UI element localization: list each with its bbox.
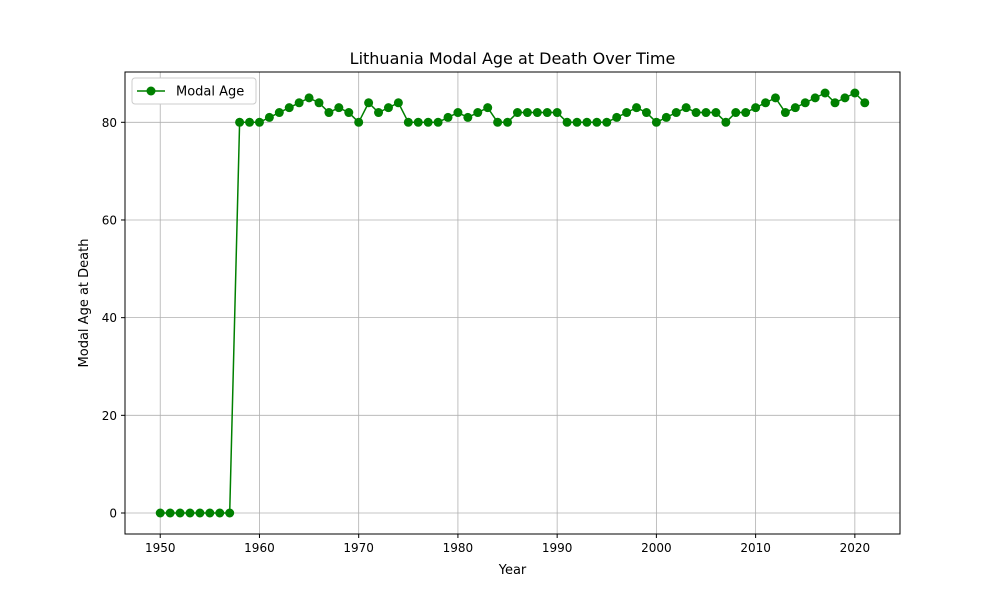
data-point (294, 98, 304, 108)
data-point (463, 112, 473, 122)
data-point (830, 98, 840, 108)
data-point (552, 108, 562, 118)
data-point (612, 112, 622, 122)
data-point (225, 508, 235, 518)
grid (125, 72, 900, 534)
data-point (632, 103, 642, 113)
data-point (751, 103, 761, 113)
data-point (711, 108, 721, 118)
data-point (264, 112, 274, 122)
data-point (393, 98, 403, 108)
data-point (721, 117, 731, 127)
data-point (790, 103, 800, 113)
data-point (403, 117, 413, 127)
data-point (602, 117, 612, 127)
data-point (245, 117, 255, 127)
data-point (532, 108, 542, 118)
data-point (641, 108, 651, 118)
legend: Modal Age (131, 77, 257, 105)
data-point (503, 117, 513, 127)
series-layer (155, 88, 870, 518)
data-point (364, 98, 374, 108)
data-point (453, 108, 463, 118)
chart-title: Lithuania Modal Age at Death Over Time (350, 49, 676, 68)
y-tick-label: 80 (102, 116, 117, 130)
legend-box (131, 77, 257, 105)
data-point (165, 508, 175, 518)
data-point (493, 117, 503, 127)
data-point (374, 108, 384, 118)
data-point (324, 108, 334, 118)
y-tick-label: 60 (102, 213, 117, 227)
data-point (155, 508, 165, 518)
data-point (780, 108, 790, 118)
data-point (860, 98, 870, 108)
data-point (254, 117, 264, 127)
data-point (572, 117, 582, 127)
data-point (383, 103, 393, 113)
x-tick-label: 1950 (145, 541, 176, 555)
data-point (651, 117, 661, 127)
data-point (741, 108, 751, 118)
data-point (562, 117, 572, 127)
y-tick-label: 20 (102, 409, 117, 423)
y-axis-label: Modal Age at Death (77, 239, 92, 368)
data-point (215, 508, 225, 518)
y-axis-ticks: 0 20 40 60 80 (102, 116, 125, 521)
data-point (354, 117, 364, 127)
data-point (810, 93, 820, 103)
data-point (284, 103, 294, 113)
legend-label-modal-age: Modal Age (176, 85, 244, 100)
data-point (205, 508, 215, 518)
x-tick-label: 2010 (740, 541, 771, 555)
data-point (661, 112, 671, 122)
x-tick-label: 2020 (840, 541, 871, 555)
data-point (512, 108, 522, 118)
data-point (701, 108, 711, 118)
data-point (483, 103, 493, 113)
data-point (542, 108, 552, 118)
data-point (334, 103, 344, 113)
data-point (522, 108, 532, 118)
data-point (691, 108, 701, 118)
y-tick-label: 0 (109, 507, 117, 521)
data-point (592, 117, 602, 127)
x-tick-label: 1970 (343, 541, 374, 555)
y-tick-label: 40 (102, 311, 117, 325)
data-point (433, 117, 443, 127)
data-point (622, 108, 632, 118)
data-point (185, 508, 195, 518)
data-point (175, 508, 185, 518)
data-point (770, 93, 780, 103)
data-point (344, 108, 354, 118)
data-point (820, 88, 830, 98)
data-point (473, 108, 483, 118)
data-point (731, 108, 741, 118)
data-point (195, 508, 205, 518)
data-point (443, 112, 453, 122)
x-tick-label: 1990 (542, 541, 573, 555)
data-point (671, 108, 681, 118)
plot-frame (124, 71, 901, 535)
data-point (413, 117, 423, 127)
data-point (235, 117, 245, 127)
data-point (850, 88, 860, 98)
x-tick-label: 2000 (641, 541, 672, 555)
data-point (681, 103, 691, 113)
x-axis-label: Year (498, 563, 527, 578)
x-axis-ticks: 1950 1960 1970 1980 1990 2000 2010 2020 (145, 534, 870, 555)
x-tick-label: 1960 (244, 541, 275, 555)
data-point (761, 98, 771, 108)
data-point (304, 93, 314, 103)
data-point (274, 108, 284, 118)
data-point (582, 117, 592, 127)
data-point (840, 93, 850, 103)
x-tick-label: 1980 (443, 541, 474, 555)
data-point (423, 117, 433, 127)
legend-marker-swatch (146, 86, 156, 96)
data-point (314, 98, 324, 108)
data-point (800, 98, 810, 108)
